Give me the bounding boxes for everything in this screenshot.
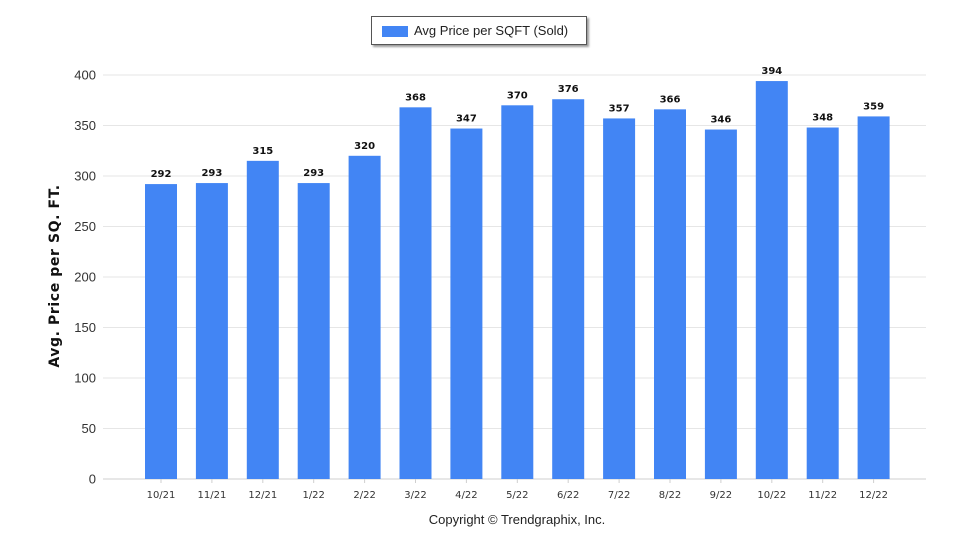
x-tick-label: 10/22 (757, 490, 786, 501)
bar (755, 81, 788, 479)
x-tick-label: 5/22 (506, 490, 528, 501)
y-tick-label: 150 (74, 320, 96, 335)
x-tick-label: 8/22 (659, 490, 681, 501)
x-tick-label: 4/22 (455, 490, 477, 501)
bar (603, 118, 636, 480)
data-label: 376 (558, 84, 579, 95)
bar (806, 127, 839, 480)
bar (246, 160, 279, 479)
y-tick-label: 200 (74, 270, 96, 285)
x-tick-label: 12/21 (248, 490, 277, 501)
chart-legend: Avg Price per SQFT (Sold) (371, 16, 587, 45)
bar (297, 183, 330, 479)
data-label: 293 (303, 168, 324, 179)
data-label: 347 (456, 114, 477, 125)
data-label: 394 (761, 66, 782, 77)
bar (501, 105, 534, 480)
bar (857, 116, 890, 479)
x-tick-label: 1/22 (302, 490, 324, 501)
y-tick-label: 300 (74, 169, 96, 184)
y-tick-label: 350 (74, 118, 96, 133)
x-tick-label: 10/21 (147, 490, 176, 501)
x-tick-label: 11/21 (197, 490, 226, 501)
data-label: 293 (201, 168, 222, 179)
x-tick-label: 7/22 (608, 490, 630, 501)
data-label: 357 (609, 103, 630, 114)
data-label: 366 (660, 94, 681, 105)
bar (654, 109, 686, 479)
bar (704, 129, 737, 480)
legend-label: Avg Price per SQFT (Sold) (414, 23, 569, 38)
x-tick-label: 9/22 (710, 490, 732, 501)
data-label: 368 (405, 92, 426, 103)
bar (552, 99, 585, 480)
data-label: 346 (710, 115, 731, 126)
data-label: 348 (812, 113, 833, 124)
copyright-text: Copyright © Trendgraphix, Inc. (428, 512, 606, 527)
x-tick-label: 6/22 (557, 490, 579, 501)
data-label: 315 (252, 146, 273, 157)
y-tick-label: 0 (89, 472, 96, 487)
y-tick-label: 250 (74, 219, 96, 234)
y-tick-label: 100 (74, 371, 96, 386)
x-tick-label: 3/22 (404, 490, 426, 501)
bar (145, 184, 177, 479)
x-tick-label: 2/22 (353, 490, 375, 501)
x-tick-label: 12/22 (859, 490, 888, 501)
legend-swatch (382, 26, 408, 37)
bar (399, 107, 432, 479)
y-tick-label: 50 (82, 421, 96, 436)
data-label: 359 (863, 101, 884, 112)
bar (450, 128, 483, 479)
data-label: 320 (354, 141, 375, 152)
y-tick-label: 400 (74, 68, 96, 83)
bar (195, 183, 228, 479)
data-label: 370 (507, 90, 528, 101)
data-label: 292 (151, 169, 172, 180)
bar (348, 155, 381, 480)
x-tick-label: 11/22 (808, 490, 837, 501)
